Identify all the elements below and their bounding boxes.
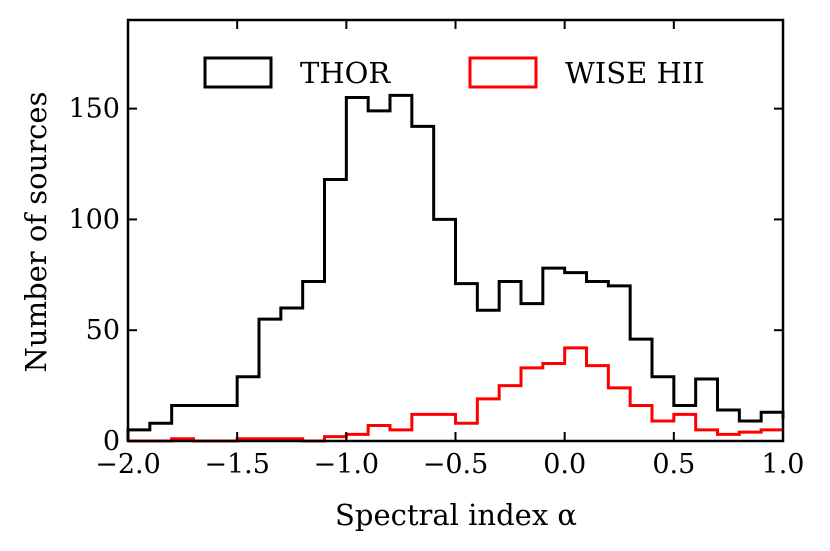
x-tick-label: 0.5	[652, 449, 695, 480]
x-tick-label: −2.0	[95, 449, 161, 480]
legend-swatch-wise-hii	[468, 56, 538, 89]
legend: THOR WISE HII	[203, 56, 705, 90]
x-tick-label: −1.5	[204, 449, 270, 480]
x-axis-label: Spectral index α	[335, 498, 577, 532]
x-tick-label: 0.0	[543, 449, 586, 480]
legend-label-wise-hii: WISE HII	[565, 56, 705, 90]
x-tick-label: −1.0	[314, 449, 380, 480]
series-wise-hii-step-line	[128, 346, 783, 443]
y-axis-label: Number of sources	[19, 92, 53, 373]
series-thor-step-line	[126, 93, 785, 441]
y-tick-label: 50	[86, 315, 120, 346]
x-tick-label: −0.5	[423, 449, 489, 480]
x-tick-label: 1.0	[762, 449, 805, 480]
y-tick-label: 0	[103, 426, 120, 457]
y-tick-label: 150	[68, 94, 120, 125]
legend-swatch-thor	[203, 56, 273, 89]
legend-label-thor: THOR	[300, 56, 391, 90]
y-tick-label: 100	[68, 204, 120, 235]
